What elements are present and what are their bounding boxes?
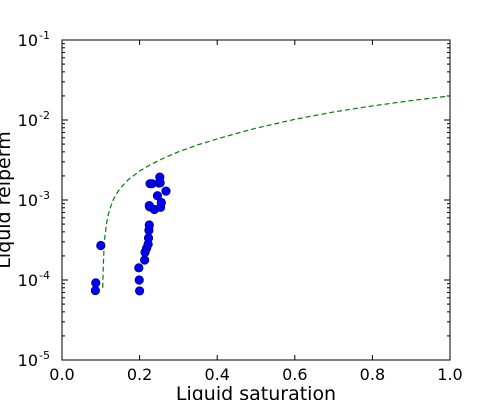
y-tick-label-base: 10 [18,31,38,50]
plot-frame [61,39,451,361]
x-tick-label: 0.0 [49,365,74,384]
x-axis-title: Liquid saturation [176,383,336,400]
x-tick-label: 1.0 [437,365,462,384]
data-point [143,233,154,243]
data-point [135,286,145,296]
x-axis-ticks: 0.0 0.2 0.4 0.6 0.8 1.0 [49,40,463,384]
data-point [152,191,163,201]
y-tick-label-exponent: -4 [39,269,50,282]
x-tick-label: 0.4 [204,365,229,384]
data-point [96,240,106,251]
y-tick-label-base: 10 [18,351,38,370]
y-tick-label-base: 10 [18,111,38,130]
data-point [156,197,166,208]
y-tick-label-exponent: -5 [39,349,50,362]
data-point [144,220,154,230]
x-tick-label: 0.8 [360,365,385,384]
x-tick-label: 0.6 [282,365,307,384]
data-point [134,263,144,273]
y-tick-label-exponent: -2 [39,109,50,122]
y-tick-label-base: 10 [18,271,38,290]
y-tick-label-base: 10 [18,191,38,210]
data-point [91,278,101,288]
series-line [102,95,451,288]
data-point [90,285,100,296]
data-point [161,186,171,196]
series-lines [102,95,451,288]
y-axis-title: Liquid relperm [0,131,15,268]
data-point [155,178,165,188]
series-points [90,172,171,296]
data-point [134,275,144,285]
y-axis-ticks: 10-110-210-310-410-5 [18,29,450,370]
x-tick-label: 0.2 [127,365,152,384]
y-tick-label-exponent: -3 [39,189,50,202]
y-tick-label-exponent: -1 [39,29,50,42]
data-point [140,255,150,265]
